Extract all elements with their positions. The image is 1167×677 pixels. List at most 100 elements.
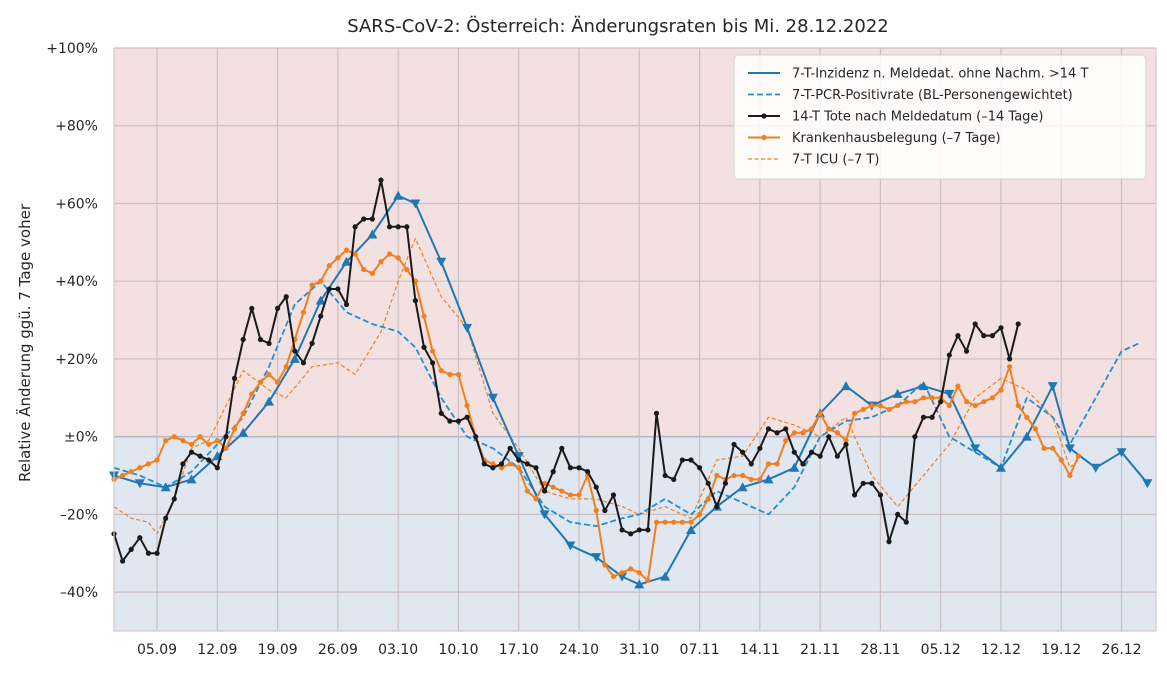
data-point bbox=[369, 216, 375, 222]
data-point bbox=[918, 381, 929, 391]
data-point bbox=[507, 461, 513, 467]
data-point bbox=[912, 434, 918, 440]
data-point bbox=[944, 389, 955, 399]
legend-label: 7-T-Inzidenz n. Meldedat. ohne Nachm. >1… bbox=[792, 67, 1088, 82]
data-point bbox=[137, 535, 143, 541]
data-point bbox=[137, 465, 143, 471]
data-point bbox=[791, 449, 797, 455]
data-point bbox=[705, 496, 711, 502]
data-point bbox=[628, 531, 634, 537]
data-point bbox=[231, 375, 238, 381]
negative-band bbox=[114, 436, 1156, 631]
data-point bbox=[628, 566, 634, 572]
legend-entry: 7-T-Inzidenz n. Meldedat. ohne Nachm. >1… bbox=[748, 67, 1088, 82]
data-point bbox=[438, 367, 444, 374]
data-point bbox=[593, 484, 599, 490]
data-point bbox=[283, 364, 289, 370]
data-point bbox=[610, 573, 617, 580]
data-point bbox=[378, 259, 384, 265]
data-point bbox=[559, 445, 565, 451]
data-point bbox=[593, 507, 599, 514]
data-point bbox=[783, 426, 789, 432]
series-layer bbox=[109, 177, 1153, 589]
data-point bbox=[128, 546, 134, 552]
data-point bbox=[636, 570, 642, 576]
data-point bbox=[740, 472, 746, 479]
data-point bbox=[929, 414, 935, 420]
data-point bbox=[774, 461, 780, 467]
data-point bbox=[1142, 479, 1153, 489]
data-point bbox=[550, 484, 556, 490]
series-3 bbox=[111, 247, 1082, 584]
data-point bbox=[154, 457, 160, 463]
data-point bbox=[981, 333, 987, 339]
x-tick-label: 10.10 bbox=[438, 642, 478, 658]
y-tick-label: +60% bbox=[55, 196, 98, 212]
data-point bbox=[765, 461, 772, 467]
data-point bbox=[395, 224, 401, 230]
data-point bbox=[524, 488, 530, 494]
data-point bbox=[257, 379, 263, 385]
data-point bbox=[539, 510, 550, 520]
data-point bbox=[740, 449, 746, 455]
data-point bbox=[343, 301, 350, 308]
data-point bbox=[393, 190, 404, 200]
data-point bbox=[1075, 453, 1082, 459]
data-point bbox=[989, 333, 995, 339]
data-point bbox=[1007, 356, 1013, 362]
data-point bbox=[516, 457, 522, 463]
data-point bbox=[938, 399, 944, 405]
data-point bbox=[972, 402, 978, 409]
data-point bbox=[249, 391, 255, 397]
data-point bbox=[134, 479, 145, 489]
data-point bbox=[1041, 445, 1047, 451]
data-point bbox=[498, 461, 505, 467]
data-point bbox=[464, 414, 470, 420]
data-point bbox=[567, 492, 574, 498]
data-point bbox=[789, 462, 800, 472]
series-line bbox=[113, 280, 1140, 527]
data-point bbox=[318, 313, 324, 319]
data-point bbox=[800, 461, 806, 467]
data-point bbox=[688, 519, 694, 525]
data-point bbox=[186, 474, 197, 484]
y-axis-label: Relative Änderung ggü. 7 Tage voher bbox=[15, 203, 34, 482]
data-point bbox=[1015, 321, 1021, 327]
data-point bbox=[455, 418, 462, 424]
data-point bbox=[421, 313, 427, 319]
data-point bbox=[487, 393, 498, 403]
x-tick-label: 19.09 bbox=[258, 642, 298, 658]
data-point bbox=[436, 257, 447, 267]
data-point bbox=[877, 492, 884, 498]
data-point bbox=[386, 224, 393, 230]
data-point bbox=[289, 353, 300, 363]
data-point bbox=[995, 462, 1006, 472]
data-point bbox=[464, 402, 470, 409]
data-point bbox=[662, 519, 668, 525]
data-point bbox=[352, 224, 358, 230]
legend-entry: 14-T Tote nach Meldedatum (–14 Tage) bbox=[748, 110, 1044, 125]
data-point bbox=[808, 449, 815, 455]
data-point bbox=[565, 541, 576, 551]
chart-title: SARS-CoV-2: Österreich: Änderungsraten b… bbox=[347, 15, 889, 37]
data-point bbox=[430, 348, 436, 354]
axes: +100% +80% +60% +40% +20% ±0% –20% –40% 05.09 12.… bbox=[46, 41, 1157, 658]
data-point bbox=[929, 395, 935, 401]
data-point bbox=[696, 465, 703, 471]
legend-marker bbox=[761, 134, 767, 141]
data-point bbox=[378, 177, 384, 183]
plot-frame bbox=[113, 47, 1157, 632]
data-point bbox=[920, 395, 927, 401]
data-point bbox=[283, 294, 289, 300]
data-point bbox=[860, 480, 866, 486]
data-point bbox=[335, 255, 341, 261]
data-point bbox=[120, 472, 126, 479]
data-point bbox=[326, 263, 332, 269]
data-point bbox=[145, 461, 152, 467]
data-point bbox=[748, 476, 754, 483]
data-point bbox=[341, 256, 352, 266]
data-point bbox=[714, 472, 720, 479]
data-point bbox=[188, 449, 195, 455]
x-tick-label: 24.10 bbox=[559, 642, 599, 658]
